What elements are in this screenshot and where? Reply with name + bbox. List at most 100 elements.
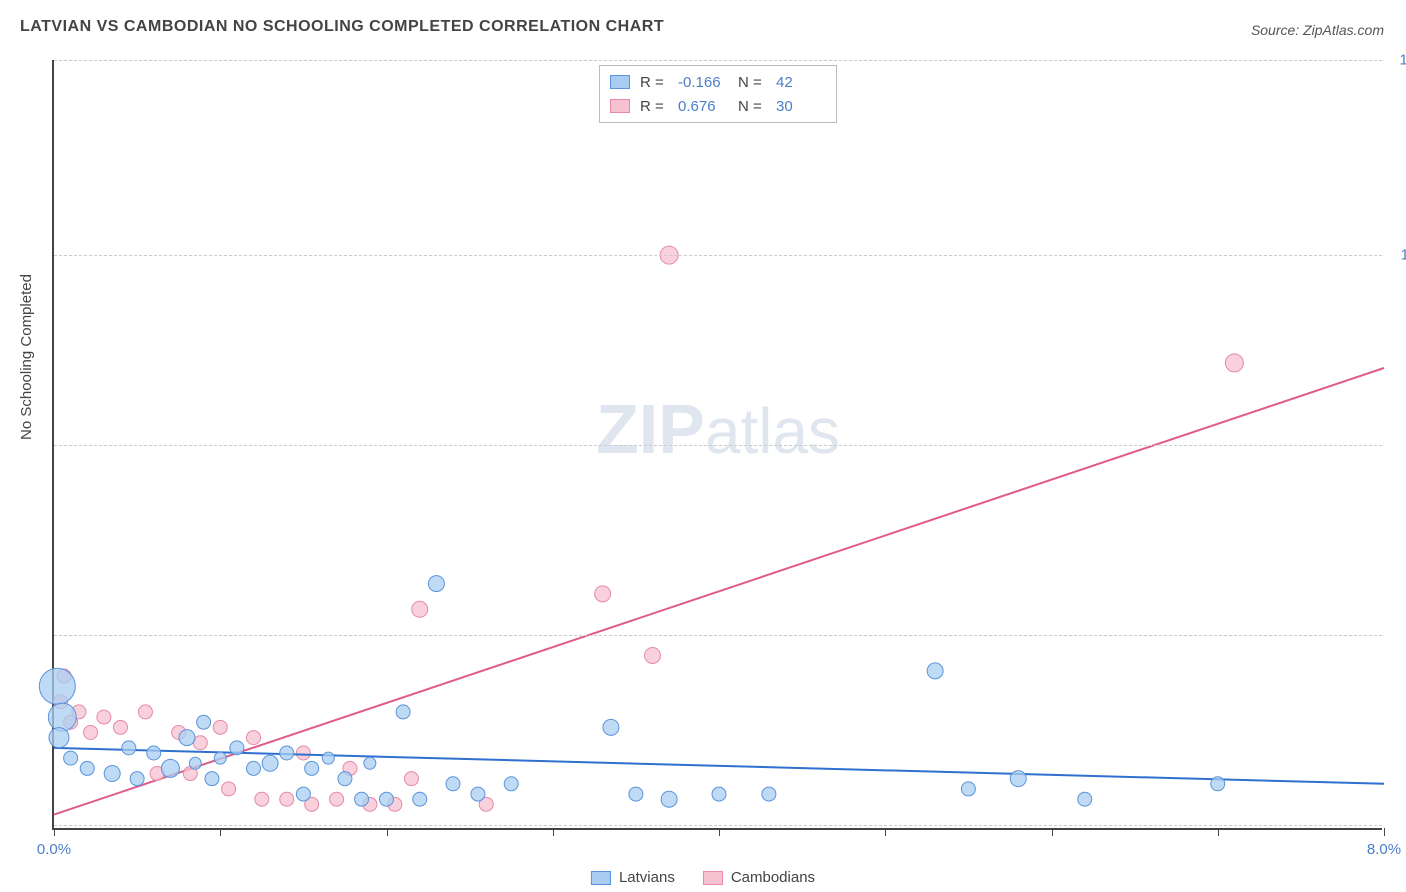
- data-point-latvians: [380, 792, 394, 806]
- data-point-latvians: [205, 772, 219, 786]
- r-label: R =: [640, 74, 668, 91]
- data-point-cambodians: [255, 792, 269, 806]
- y-tick-label: 11.2%: [1387, 247, 1406, 264]
- data-point-latvians: [504, 777, 518, 791]
- data-point-cambodians: [404, 772, 418, 786]
- data-point-cambodians: [222, 782, 236, 796]
- data-point-latvians: [179, 730, 195, 746]
- data-point-cambodians: [280, 792, 294, 806]
- data-point-latvians: [322, 752, 334, 764]
- regression-line-cambodians: [54, 368, 1384, 815]
- data-point-latvians: [471, 787, 485, 801]
- gridline: [54, 825, 1382, 826]
- y-tick-label: 15.0%: [1387, 52, 1406, 69]
- data-point-cambodians: [330, 792, 344, 806]
- series-legend: Latvians Cambodians: [591, 869, 815, 886]
- gridline: [54, 60, 1382, 61]
- x-tick: [387, 828, 388, 836]
- legend-item-cambodians: Cambodians: [703, 869, 815, 886]
- data-point-cambodians: [114, 720, 128, 734]
- legend-label-cambodians: Cambodians: [731, 869, 815, 886]
- n-value-cambodians: 30: [776, 98, 826, 115]
- data-point-latvians: [927, 663, 943, 679]
- data-point-cambodians: [97, 710, 111, 724]
- data-point-latvians: [428, 576, 444, 592]
- x-tick-label: 0.0%: [37, 841, 71, 858]
- x-tick-label: 8.0%: [1367, 841, 1401, 858]
- data-point-latvians: [230, 741, 244, 755]
- gridline: [54, 255, 1382, 256]
- data-point-latvians: [49, 728, 69, 748]
- data-point-latvians: [122, 741, 136, 755]
- data-point-cambodians: [138, 705, 152, 719]
- data-point-latvians: [661, 791, 677, 807]
- data-point-latvians: [961, 782, 975, 796]
- x-tick: [1052, 828, 1053, 836]
- y-axis-label: No Schooling Completed: [18, 274, 35, 440]
- swatch-latvians: [591, 871, 611, 885]
- n-label: N =: [738, 98, 766, 115]
- gridline: [54, 445, 1382, 446]
- swatch-cambodians: [610, 99, 630, 113]
- data-point-latvians: [629, 787, 643, 801]
- x-tick: [220, 828, 221, 836]
- plot-area: ZIPatlas R = -0.166 N = 42 R = 0.676 N =…: [52, 60, 1382, 830]
- n-label: N =: [738, 74, 766, 91]
- x-tick: [1218, 828, 1219, 836]
- x-tick: [1384, 828, 1385, 836]
- data-point-cambodians: [412, 601, 428, 617]
- n-value-latvians: 42: [776, 74, 826, 91]
- data-point-latvians: [197, 715, 211, 729]
- data-point-latvians: [1078, 792, 1092, 806]
- data-point-latvians: [80, 761, 94, 775]
- legend-label-latvians: Latvians: [619, 869, 675, 886]
- stats-row-cambodians: R = 0.676 N = 30: [610, 94, 826, 118]
- data-point-latvians: [603, 719, 619, 735]
- data-point-latvians: [39, 668, 75, 704]
- x-tick: [553, 828, 554, 836]
- data-point-latvians: [762, 787, 776, 801]
- stats-legend: R = -0.166 N = 42 R = 0.676 N = 30: [599, 65, 837, 123]
- y-tick-label: 3.8%: [1387, 626, 1406, 643]
- r-value-cambodians: 0.676: [678, 98, 728, 115]
- y-tick-label: 7.5%: [1387, 437, 1406, 454]
- data-point-latvians: [130, 772, 144, 786]
- data-point-latvians: [338, 772, 352, 786]
- x-tick: [54, 828, 55, 836]
- data-point-latvians: [262, 755, 278, 771]
- data-point-latvians: [296, 787, 310, 801]
- data-point-latvians: [161, 759, 179, 777]
- r-label: R =: [640, 98, 668, 115]
- chart-title: LATVIAN VS CAMBODIAN NO SCHOOLING COMPLE…: [20, 18, 664, 36]
- data-point-latvians: [280, 746, 294, 760]
- data-point-latvians: [396, 705, 410, 719]
- data-point-latvians: [355, 792, 369, 806]
- data-point-latvians: [364, 757, 376, 769]
- swatch-latvians: [610, 75, 630, 89]
- data-point-latvians: [305, 761, 319, 775]
- data-point-latvians: [712, 787, 726, 801]
- data-point-latvians: [1010, 771, 1026, 787]
- data-point-cambodians: [84, 725, 98, 739]
- data-point-latvians: [413, 792, 427, 806]
- source-attribution: Source: ZipAtlas.com: [1251, 22, 1384, 38]
- data-point-latvians: [189, 757, 201, 769]
- data-point-cambodians: [296, 746, 310, 760]
- data-point-cambodians: [645, 647, 661, 663]
- data-point-latvians: [48, 703, 76, 731]
- data-point-cambodians: [247, 731, 261, 745]
- data-point-cambodians: [1225, 354, 1243, 372]
- r-value-latvians: -0.166: [678, 74, 728, 91]
- data-point-latvians: [214, 752, 226, 764]
- swatch-cambodians: [703, 871, 723, 885]
- data-point-latvians: [247, 761, 261, 775]
- gridline: [54, 635, 1382, 636]
- chart-container: LATVIAN VS CAMBODIAN NO SCHOOLING COMPLE…: [0, 0, 1406, 892]
- data-point-latvians: [147, 746, 161, 760]
- data-point-latvians: [1211, 777, 1225, 791]
- legend-item-latvians: Latvians: [591, 869, 675, 886]
- data-point-latvians: [104, 766, 120, 782]
- stats-row-latvians: R = -0.166 N = 42: [610, 70, 826, 94]
- data-point-cambodians: [595, 586, 611, 602]
- x-tick: [719, 828, 720, 836]
